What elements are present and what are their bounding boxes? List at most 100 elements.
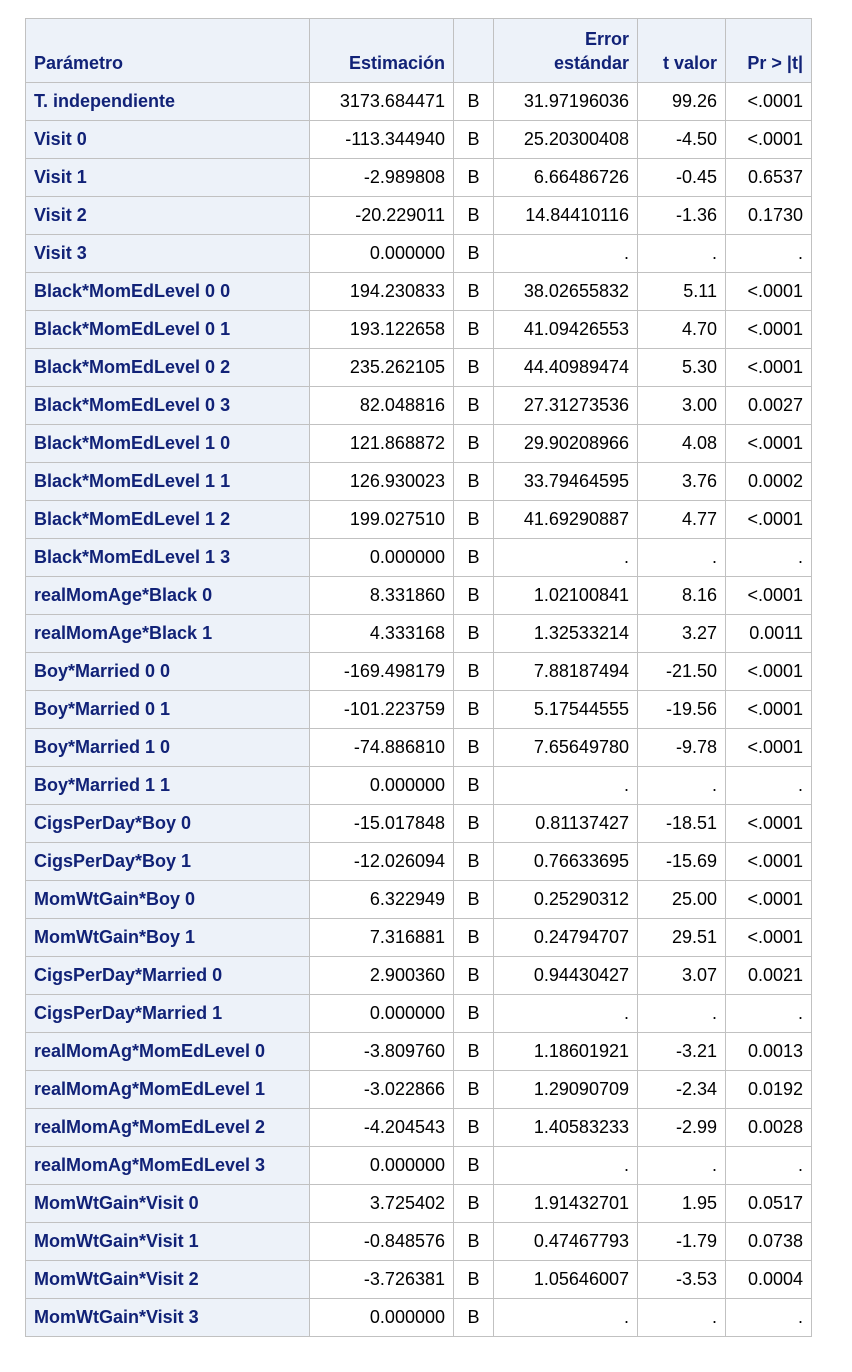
cell-standard-error: 1.40583233 xyxy=(493,1108,638,1147)
cell-p-value: . xyxy=(725,1146,812,1185)
cell-flag: B xyxy=(453,1298,494,1337)
cell-estimate: -169.498179 xyxy=(309,652,454,691)
cell-p-value: <.0001 xyxy=(725,880,812,919)
cell-estimate: -101.223759 xyxy=(309,690,454,729)
table-row: Black*MomEdLevel 1 2 199.027510 B 41.692908… xyxy=(25,500,812,539)
cell-parameter: realMomAge*Black 1 xyxy=(25,614,310,653)
cell-flag: B xyxy=(453,1260,494,1299)
cell-t-value: 4.08 xyxy=(637,424,726,463)
table-row: Visit 2 -20.229011 B 14.84410116 -1.36 0.1730 xyxy=(25,196,812,235)
cell-standard-error: 14.84410116 xyxy=(493,196,638,235)
cell-estimate: -12.026094 xyxy=(309,842,454,881)
cell-parameter: realMomAge*Black 0 xyxy=(25,576,310,615)
cell-p-value: . xyxy=(725,766,812,805)
cell-flag: B xyxy=(453,1146,494,1185)
cell-estimate: -20.229011 xyxy=(309,196,454,235)
table-row: Boy*Married 1 1 0.000000 B... xyxy=(25,766,812,805)
cell-estimate: 82.048816 xyxy=(309,386,454,425)
cell-standard-error: 7.65649780 xyxy=(493,728,638,767)
cell-p-value: <.0001 xyxy=(725,424,812,463)
cell-p-value: <.0001 xyxy=(725,690,812,729)
cell-parameter: CigsPerDay*Married 1 xyxy=(25,994,310,1033)
table-row: realMomAge*Black 1 4.333168 B 1.32533214 3.2… xyxy=(25,614,812,653)
cell-p-value: <.0001 xyxy=(725,348,812,387)
cell-p-value: <.0001 xyxy=(725,842,812,881)
table-row: Black*MomEdLevel 0 3 82.048816 B 27.3127353… xyxy=(25,386,812,425)
cell-t-value: 4.77 xyxy=(637,500,726,539)
cell-parameter: Boy*Married 1 1 xyxy=(25,766,310,805)
cell-estimate: 3.725402 xyxy=(309,1184,454,1223)
cell-standard-error: . xyxy=(493,994,638,1033)
cell-parameter: MomWtGain*Visit 3 xyxy=(25,1298,310,1337)
cell-parameter: Boy*Married 0 1 xyxy=(25,690,310,729)
cell-flag: B xyxy=(453,918,494,957)
cell-flag: B xyxy=(453,158,494,197)
cell-parameter: Black*MomEdLevel 0 0 xyxy=(25,272,310,311)
cell-estimate: 7.316881 xyxy=(309,918,454,957)
cell-p-value: <.0001 xyxy=(725,272,812,311)
table-row: Black*MomEdLevel 0 2 235.262105 B 44.409894… xyxy=(25,348,812,387)
table-row: realMomAg*MomEdLevel 3 0.000000 B... xyxy=(25,1146,812,1185)
cell-standard-error: 41.09426553 xyxy=(493,310,638,349)
cell-p-value: 0.0011 xyxy=(725,614,812,653)
cell-parameter: Visit 0 xyxy=(25,120,310,159)
cell-standard-error: 38.02655832 xyxy=(493,272,638,311)
cell-estimate: 193.122658 xyxy=(309,310,454,349)
cell-flag: B xyxy=(453,196,494,235)
cell-parameter: Black*MomEdLevel 1 3 xyxy=(25,538,310,577)
cell-estimate: -3.726381 xyxy=(309,1260,454,1299)
cell-estimate: -3.022866 xyxy=(309,1070,454,1109)
table-row: Black*MomEdLevel 1 0 121.868872 B 29.902089… xyxy=(25,424,812,463)
cell-parameter: MomWtGain*Boy 0 xyxy=(25,880,310,919)
table-row: MomWtGain*Visit 3 0.000000 B... xyxy=(25,1298,812,1337)
cell-flag: B xyxy=(453,994,494,1033)
table-row: CigsPerDay*Married 0 2.900360 B 0.94430427 3… xyxy=(25,956,812,995)
header-row: Parámetro Estimación Error estándar t val… xyxy=(25,18,812,83)
cell-p-value: 0.0192 xyxy=(725,1070,812,1109)
cell-t-value: . xyxy=(637,234,726,273)
table-row: CigsPerDay*Boy 1 -12.026094 B 0.76633695 -15… xyxy=(25,842,812,881)
cell-parameter: Boy*Married 1 0 xyxy=(25,728,310,767)
cell-p-value: <.0001 xyxy=(725,804,812,843)
cell-parameter: T. independiente xyxy=(25,82,310,121)
table-row: realMomAg*MomEdLevel 0 -3.809760 B 1.186019… xyxy=(25,1032,812,1071)
cell-standard-error: 1.18601921 xyxy=(493,1032,638,1071)
cell-t-value: -19.56 xyxy=(637,690,726,729)
cell-p-value: <.0001 xyxy=(725,652,812,691)
cell-standard-error: 6.66486726 xyxy=(493,158,638,197)
cell-flag: B xyxy=(453,614,494,653)
cell-estimate: 0.000000 xyxy=(309,1298,454,1337)
cell-estimate: 2.900360 xyxy=(309,956,454,995)
cell-parameter: MomWtGain*Visit 2 xyxy=(25,1260,310,1299)
cell-estimate: 0.000000 xyxy=(309,1146,454,1185)
cell-flag: B xyxy=(453,690,494,729)
cell-parameter: Black*MomEdLevel 0 3 xyxy=(25,386,310,425)
cell-standard-error: 1.32533214 xyxy=(493,614,638,653)
cell-parameter: Black*MomEdLevel 0 1 xyxy=(25,310,310,349)
cell-standard-error: 1.02100841 xyxy=(493,576,638,615)
cell-standard-error: 0.47467793 xyxy=(493,1222,638,1261)
cell-parameter: MomWtGain*Visit 0 xyxy=(25,1184,310,1223)
cell-p-value: . xyxy=(725,994,812,1033)
cell-t-value: 8.16 xyxy=(637,576,726,615)
cell-p-value: <.0001 xyxy=(725,918,812,957)
cell-standard-error: . xyxy=(493,1298,638,1337)
cell-standard-error: . xyxy=(493,766,638,805)
cell-estimate: 0.000000 xyxy=(309,994,454,1033)
cell-standard-error: 0.81137427 xyxy=(493,804,638,843)
cell-standard-error: 44.40989474 xyxy=(493,348,638,387)
cell-t-value: -2.99 xyxy=(637,1108,726,1147)
cell-p-value: . xyxy=(725,538,812,577)
cell-parameter: Black*MomEdLevel 0 2 xyxy=(25,348,310,387)
cell-estimate: 6.322949 xyxy=(309,880,454,919)
cell-p-value: 0.0027 xyxy=(725,386,812,425)
cell-flag: B xyxy=(453,804,494,843)
table-row: Visit 1 -2.989808 B 6.66486726 -0.45 0.6537 xyxy=(25,158,812,197)
cell-t-value: 29.51 xyxy=(637,918,726,957)
cell-p-value: <.0001 xyxy=(725,728,812,767)
cell-flag: B xyxy=(453,120,494,159)
cell-t-value: -1.79 xyxy=(637,1222,726,1261)
table-row: MomWtGain*Visit 1 -0.848576 B 0.47467793 -1.… xyxy=(25,1222,812,1261)
cell-flag: B xyxy=(453,766,494,805)
cell-parameter: Visit 1 xyxy=(25,158,310,197)
